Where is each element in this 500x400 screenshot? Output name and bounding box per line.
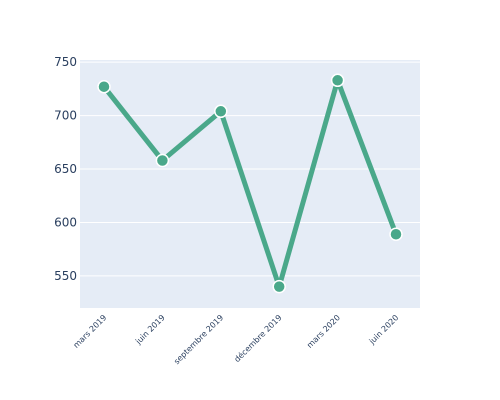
data-point	[214, 104, 228, 119]
x-tick-label: septembre 2019	[172, 313, 225, 366]
x-tick-label: juin 2019	[133, 313, 167, 347]
y-tick-label: 700	[54, 109, 77, 123]
y-tick-label: 550	[54, 269, 77, 283]
x-axis-ticks: mars 2019 juin 2019 septembre 2019 décembre…	[72, 312, 401, 366]
data-point	[97, 79, 111, 94]
data-points	[97, 73, 403, 294]
data-point	[155, 153, 170, 168]
gridlines	[80, 61, 420, 277]
data-point	[330, 73, 345, 88]
y-tick-label: 750	[54, 55, 77, 69]
series-line	[101, 77, 399, 290]
data-point	[389, 227, 403, 241]
y-tick-label: 650	[54, 162, 77, 176]
x-tick-label: mars 2019	[72, 313, 109, 350]
x-tick-label: mars 2020	[305, 313, 342, 350]
plot-background	[80, 60, 420, 308]
y-tick-label: 600	[54, 215, 77, 229]
x-tick-label: juin 2020	[367, 313, 401, 347]
x-tick-label: décembre 2019	[232, 312, 284, 364]
y-axis-ticks: 550 600 650 700 750	[54, 55, 77, 283]
data-point	[272, 279, 286, 294]
